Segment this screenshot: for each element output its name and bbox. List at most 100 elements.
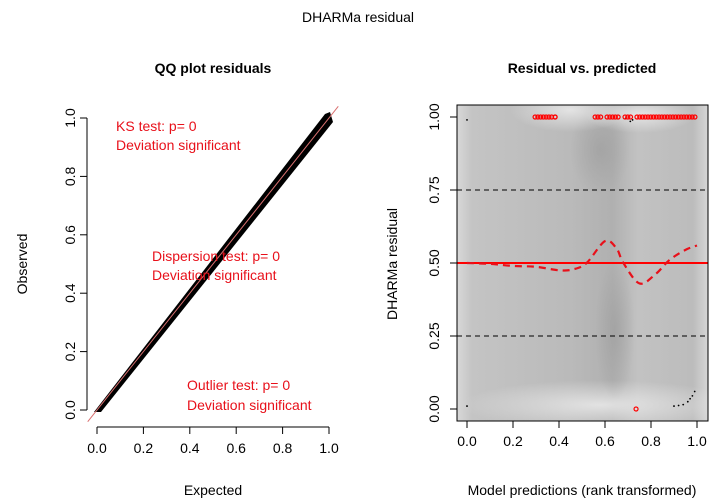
- outlier-point: [645, 114, 651, 120]
- residual-x-axis: 0.0 0.2 0.4 0.6 0.8 1.0: [457, 421, 707, 449]
- qq-x-tick-label: 0.4: [180, 440, 200, 456]
- outlier-point: [673, 114, 679, 120]
- residual-x-label: Model predictions (rank transformed): [468, 482, 697, 498]
- residual-point: [673, 405, 675, 407]
- residual-x-tick-label: 0.4: [549, 433, 569, 449]
- qq-x-axis: 0.0 0.2 0.4 0.6 0.8 1.0: [87, 426, 339, 456]
- outlier-point: [664, 114, 670, 120]
- outlier-point: [637, 114, 643, 120]
- quantile-curve: [466, 239, 698, 285]
- outlier-point: [595, 114, 601, 120]
- residual-point: [629, 120, 632, 123]
- outlier-point: [552, 114, 558, 120]
- outlier-point: [604, 114, 610, 120]
- outlier-point: [675, 114, 681, 120]
- dispersion-test-result: Deviation significant: [152, 267, 277, 283]
- residual-x-tick-label: 0.6: [595, 433, 615, 449]
- outlier-point: [615, 114, 621, 120]
- outlier-point: [625, 114, 631, 120]
- residual-y-tick-label: 0.25: [426, 322, 442, 349]
- outlier-point: [670, 114, 676, 120]
- outlier-point: [678, 114, 684, 120]
- qq-reference-line: [87, 106, 339, 422]
- qq-x-tick-label: 0.6: [226, 440, 246, 456]
- residual-point: [466, 119, 468, 121]
- qq-x-tick-label: 0.0: [87, 440, 107, 456]
- outlier-point: [650, 114, 657, 120]
- outlier-point: [634, 114, 640, 120]
- residual-point: [631, 119, 634, 121]
- outlier-point: [639, 114, 646, 120]
- qq-y-tick-label: 0.8: [62, 166, 78, 186]
- outlier-point: [612, 114, 618, 120]
- outlier-point: [661, 114, 668, 120]
- outlier-point: [537, 114, 544, 120]
- outlier-point: [653, 114, 659, 120]
- residual-x-tick-label: 0.0: [457, 433, 477, 449]
- outlier-test-text: Outlier test: p= 0: [187, 377, 290, 393]
- qq-panel: QQ plot residuals 0.0 0.2 0.4 0.6 0.8 1.0 0.0…: [14, 60, 339, 498]
- outlier-test-result: Deviation significant: [187, 397, 312, 413]
- residual-point: [466, 405, 468, 407]
- qq-y-label: Observed: [14, 234, 30, 295]
- outlier-point: [633, 406, 639, 412]
- outlier-point: [546, 114, 552, 120]
- qq-x-label: Expected: [184, 482, 242, 498]
- qq-x-tick-label: 0.8: [273, 440, 293, 456]
- outlier-point: [656, 114, 662, 120]
- ks-test-result: Deviation significant: [116, 137, 241, 153]
- density-background: [457, 105, 708, 421]
- residual-y-tick-label: 0.75: [426, 176, 442, 203]
- outlier-point: [592, 114, 598, 120]
- outlier-point: [659, 114, 665, 120]
- residual-x-tick-label: 0.8: [641, 433, 661, 449]
- qq-y-tick-label: 0.4: [62, 283, 78, 303]
- residual-point: [682, 403, 685, 406]
- qq-x-tick-label: 1.0: [319, 440, 339, 456]
- outlier-point: [532, 114, 538, 120]
- outlier-point: [543, 114, 549, 120]
- outlier-point: [622, 114, 628, 120]
- outlier-point: [627, 114, 634, 120]
- outlier-point: [684, 114, 690, 120]
- outlier-point: [642, 114, 648, 120]
- qq-points-band: [94, 112, 333, 412]
- outlier-point: [667, 114, 673, 120]
- residual-x-tick-label: 0.2: [503, 433, 523, 449]
- residual-panel: Residual vs. predicted 0.00 0.25 0.50 0.75 1…: [384, 60, 709, 498]
- residual-point: [686, 400, 689, 403]
- qq-y-axis: 0.0 0.2 0.4 0.6 0.8 1.0: [62, 108, 88, 420]
- residual-point: [693, 390, 696, 393]
- qq-y-tick-label: 1.0: [62, 108, 78, 128]
- outlier-point: [648, 114, 654, 120]
- outlier-point: [607, 114, 613, 120]
- outlier-point: [689, 114, 695, 120]
- residual-point: [677, 404, 680, 407]
- residual-y-label: DHARMa residual: [384, 208, 400, 320]
- outlier-point: [535, 114, 541, 120]
- qq-y-tick-label: 0.2: [62, 342, 78, 362]
- outlier-point: [692, 114, 698, 120]
- residual-x-tick-label: 1.0: [687, 433, 707, 449]
- residual-y-tick-label: 0.00: [426, 395, 442, 422]
- figure-title: DHARMa residual: [302, 9, 414, 25]
- qq-points: [94, 112, 333, 412]
- outlier-point: [540, 114, 546, 120]
- residual-y-axis: 0.00 0.25 0.50 0.75 1.00: [426, 103, 457, 423]
- residual-point: [691, 394, 694, 397]
- qq-title: QQ plot residuals: [155, 60, 272, 76]
- residual-title: Residual vs. predicted: [508, 60, 657, 76]
- outlier-point: [681, 114, 687, 120]
- ks-test-text: KS test: p= 0: [116, 118, 197, 134]
- outlier-point: [686, 114, 693, 120]
- residual-y-tick-label: 0.50: [426, 249, 442, 276]
- dispersion-test-text: Dispersion test: p= 0: [152, 248, 280, 264]
- residual-points: [466, 114, 698, 412]
- qq-y-tick-label: 0.0: [62, 400, 78, 420]
- qq-x-tick-label: 0.2: [134, 440, 154, 456]
- outlier-point: [609, 114, 616, 120]
- outlier-point: [598, 114, 604, 120]
- residual-point: [689, 397, 691, 400]
- qq-y-tick-label: 0.6: [62, 225, 78, 245]
